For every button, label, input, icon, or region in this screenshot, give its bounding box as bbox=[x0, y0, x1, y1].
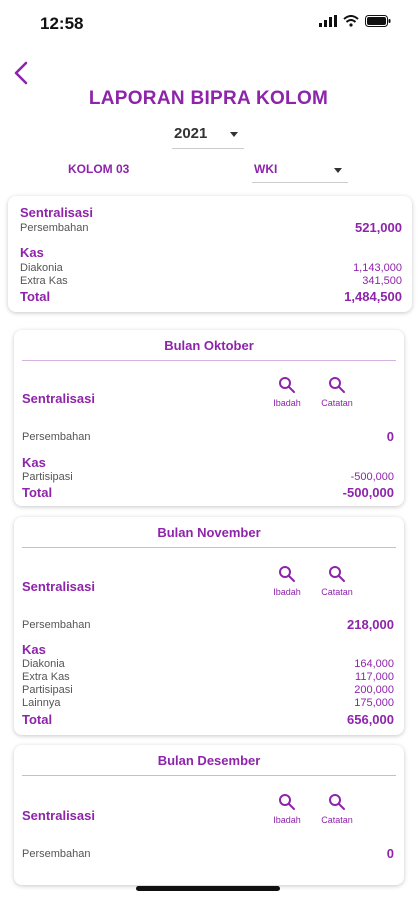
kas-item-label: Diakonia bbox=[22, 658, 65, 670]
kas-item-label: Partisipasi bbox=[22, 684, 73, 696]
month-card-desember: Bulan Desember Sentralisasi Ibadah Catat… bbox=[14, 745, 404, 885]
ibadah-label: Ibadah bbox=[262, 587, 312, 597]
total-value: 656,000 bbox=[347, 712, 394, 727]
back-button[interactable] bbox=[10, 58, 34, 88]
search-icon bbox=[278, 376, 296, 394]
search-icon bbox=[328, 565, 346, 583]
sentralisasi-heading: Sentralisasi bbox=[22, 579, 95, 594]
caret-down-icon bbox=[334, 168, 342, 173]
catatan-label: Catatan bbox=[312, 587, 362, 597]
persembahan-label: Persembahan bbox=[22, 848, 91, 860]
year-dropdown[interactable]: 2021 bbox=[172, 120, 244, 149]
home-indicator[interactable] bbox=[136, 886, 280, 891]
search-icon bbox=[278, 793, 296, 811]
summary-sentralisasi-heading: Sentralisasi bbox=[20, 205, 93, 220]
summary-kas-heading: Kas bbox=[20, 245, 44, 260]
summary-total-value: 1,484,500 bbox=[344, 289, 402, 304]
search-icon bbox=[328, 793, 346, 811]
sentralisasi-heading: Sentralisasi bbox=[22, 808, 95, 823]
ibadah-label: Ibadah bbox=[262, 815, 312, 825]
catatan-label: Catatan bbox=[312, 398, 362, 408]
month-title: Bulan November bbox=[14, 525, 404, 540]
kolom-label: KOLOM 03 bbox=[68, 162, 129, 176]
month-card-oktober: Bulan Oktober Sentralisasi Ibadah Catata… bbox=[14, 330, 404, 506]
search-icon bbox=[278, 565, 296, 583]
month-divider bbox=[22, 360, 396, 361]
page-title: LAPORAN BIPRA KOLOM bbox=[0, 88, 417, 110]
month-title: Bulan Oktober bbox=[14, 338, 404, 353]
persembahan-label: Persembahan bbox=[22, 431, 91, 443]
wifi-icon bbox=[343, 15, 359, 27]
chevron-left-icon bbox=[10, 58, 34, 88]
kas-item-value: 164,000 bbox=[354, 658, 394, 670]
kas-item-label: Extra Kas bbox=[22, 671, 70, 683]
summary-card: Sentralisasi Persembahan 521,000 Kas Dia… bbox=[8, 196, 412, 312]
kas-heading: Kas bbox=[22, 642, 46, 657]
total-value: -500,000 bbox=[343, 485, 394, 500]
signal-icon bbox=[319, 15, 337, 27]
persembahan-value: 218,000 bbox=[347, 617, 394, 632]
kas-item-value: 175,000 bbox=[354, 697, 394, 709]
ibadah-button[interactable]: Ibadah bbox=[262, 793, 312, 825]
month-divider bbox=[22, 547, 396, 548]
ibadah-label: Ibadah bbox=[262, 398, 312, 408]
summary-total-label: Total bbox=[20, 289, 50, 304]
summary-diakonia-label: Diakonia bbox=[20, 262, 63, 274]
status-time: 12:58 bbox=[40, 14, 83, 34]
summary-extra-label: Extra Kas bbox=[20, 275, 68, 287]
wil-value: WKI bbox=[254, 162, 277, 176]
battery-icon bbox=[365, 15, 391, 27]
summary-diakonia-value: 1,143,000 bbox=[353, 262, 402, 274]
total-label: Total bbox=[22, 485, 52, 500]
kas-item-label: Lainnya bbox=[22, 697, 61, 709]
persembahan-value: 0 bbox=[387, 429, 394, 444]
catatan-button[interactable]: Catatan bbox=[312, 565, 362, 597]
kas-item-value: 117,000 bbox=[355, 671, 394, 683]
ibadah-button[interactable]: Ibadah bbox=[262, 376, 312, 408]
catatan-label: Catatan bbox=[312, 815, 362, 825]
ibadah-button[interactable]: Ibadah bbox=[262, 565, 312, 597]
year-value: 2021 bbox=[174, 125, 207, 142]
search-icon bbox=[328, 376, 346, 394]
wil-dropdown[interactable]: WKI bbox=[252, 156, 348, 183]
summary-persembahan-value: 521,000 bbox=[355, 220, 402, 235]
month-divider bbox=[22, 775, 396, 776]
catatan-button[interactable]: Catatan bbox=[312, 793, 362, 825]
summary-persembahan-label: Persembahan bbox=[20, 222, 89, 234]
kas-heading: Kas bbox=[22, 455, 46, 470]
kas-item-label: Partisipasi bbox=[22, 471, 73, 483]
sentralisasi-heading: Sentralisasi bbox=[22, 391, 95, 406]
month-title: Bulan Desember bbox=[14, 753, 404, 768]
catatan-button[interactable]: Catatan bbox=[312, 376, 362, 408]
total-label: Total bbox=[22, 712, 52, 727]
kas-item-value: 200,000 bbox=[354, 684, 394, 696]
status-icons bbox=[319, 15, 391, 27]
persembahan-label: Persembahan bbox=[22, 619, 91, 631]
status-bar: 12:58 bbox=[0, 0, 417, 44]
month-card-november: Bulan November Sentralisasi Ibadah Catat… bbox=[14, 517, 404, 735]
caret-down-icon bbox=[230, 132, 238, 137]
kas-item-value: -500,000 bbox=[351, 471, 394, 483]
persembahan-value: 0 bbox=[387, 846, 394, 861]
summary-extra-value: 341,500 bbox=[362, 275, 402, 287]
